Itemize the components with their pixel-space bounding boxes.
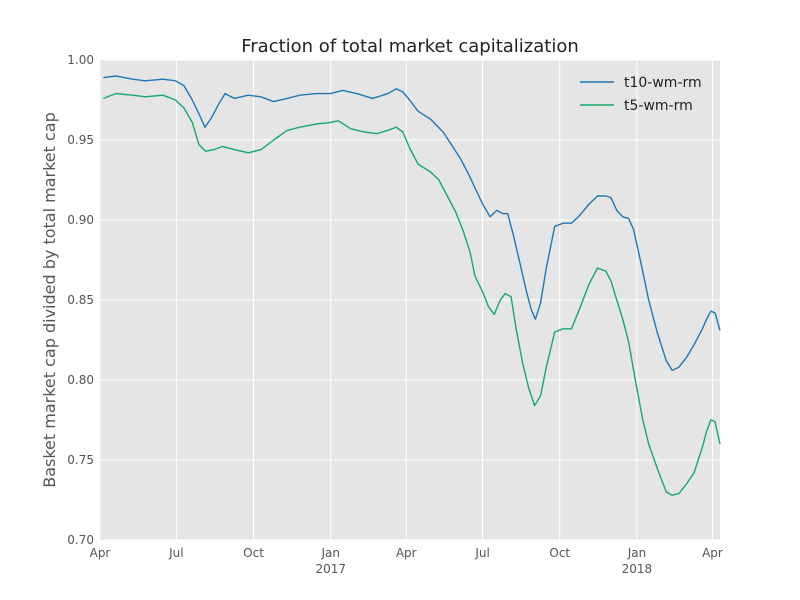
- x-tick-label: Jul: [168, 546, 183, 560]
- y-tick-label: 0.95: [67, 133, 94, 147]
- x-tick-label: Apr: [90, 546, 111, 560]
- series-lines: [103, 75, 721, 496]
- y-axis-ticks: 0.70 0.75 0.80 0.85 0.90 0.95 1.00: [67, 53, 94, 547]
- y-tick-label: 0.90: [67, 213, 94, 227]
- x-tick-label: Oct: [549, 546, 570, 560]
- y-tick-label: 0.85: [67, 293, 94, 307]
- y-tick-label: 0.70: [67, 533, 94, 547]
- x-tick-label: Oct: [243, 546, 264, 560]
- x-tick-label: Apr: [702, 546, 723, 560]
- x-tick-label: Jan: [627, 546, 647, 560]
- x-tick-label: Jul: [474, 546, 489, 560]
- legend-label: t10-wm-rm: [624, 75, 702, 91]
- x-axis-ticks: Apr Jul Oct Jan 2017 Apr Jul Oct Jan 2018 Apr: [90, 546, 723, 576]
- x-tick-year-label: 2018: [622, 562, 653, 576]
- legend: t10-wm-rm t5-wm-rm: [580, 75, 702, 114]
- x-tick-label: Apr: [396, 546, 417, 560]
- y-tick-label: 1.00: [67, 53, 94, 67]
- x-tick-year-label: 2017: [315, 562, 346, 576]
- gridlines: [99, 59, 720, 541]
- series-line-t5-wm-rm: [103, 92, 721, 496]
- y-tick-label: 0.75: [67, 453, 94, 467]
- legend-label: t5-wm-rm: [624, 98, 693, 114]
- x-tick-label: Jan: [320, 546, 340, 560]
- series-line-t10-wm-rm: [103, 75, 721, 372]
- chart-title: Fraction of total market capitalization: [241, 36, 579, 57]
- y-tick-label: 0.80: [67, 373, 94, 387]
- y-axis-title: Basket market cap divided by total marke…: [40, 112, 59, 488]
